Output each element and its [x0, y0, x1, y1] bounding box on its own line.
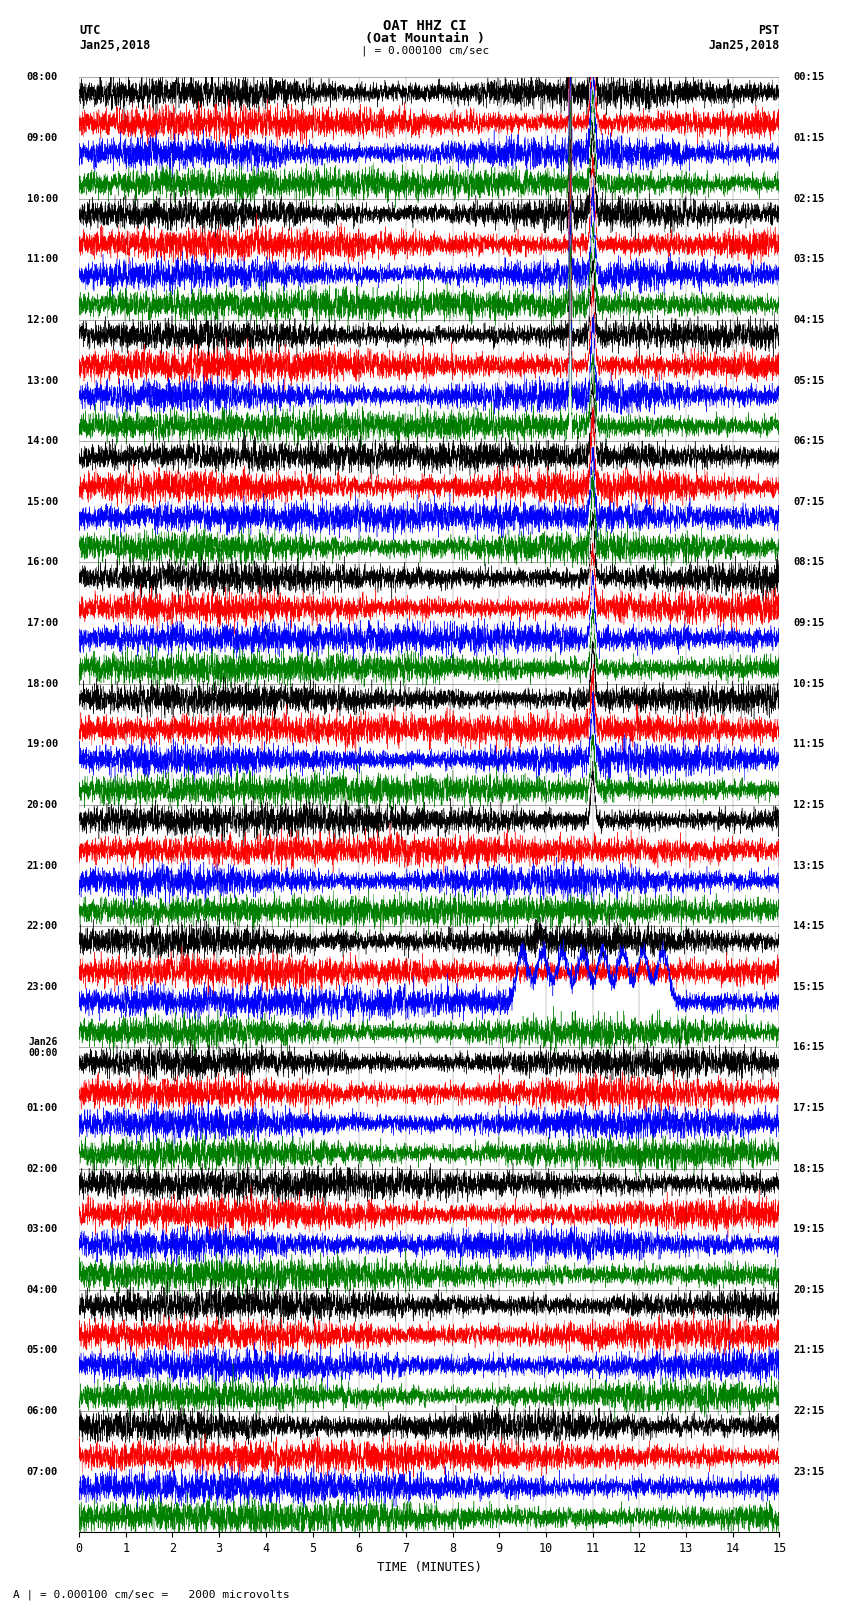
Text: 12:00: 12:00 — [27, 315, 58, 324]
Text: 01:15: 01:15 — [793, 132, 824, 144]
Text: 21:00: 21:00 — [27, 860, 58, 871]
Text: 22:15: 22:15 — [793, 1407, 824, 1416]
Text: 05:00: 05:00 — [27, 1345, 58, 1355]
Text: 19:15: 19:15 — [793, 1224, 824, 1234]
Text: 07:00: 07:00 — [27, 1466, 58, 1478]
Text: 21:15: 21:15 — [793, 1345, 824, 1355]
Text: 14:00: 14:00 — [27, 436, 58, 447]
Text: Jan25,2018: Jan25,2018 — [79, 39, 150, 52]
Text: 02:15: 02:15 — [793, 194, 824, 203]
Text: 10:00: 10:00 — [27, 194, 58, 203]
Text: 16:00: 16:00 — [27, 558, 58, 568]
Text: 13:00: 13:00 — [27, 376, 58, 386]
Text: 14:15: 14:15 — [793, 921, 824, 931]
X-axis label: TIME (MINUTES): TIME (MINUTES) — [377, 1561, 482, 1574]
Text: 23:00: 23:00 — [27, 982, 58, 992]
Text: 13:15: 13:15 — [793, 860, 824, 871]
Text: OAT HHZ CI: OAT HHZ CI — [383, 19, 467, 34]
Text: 12:15: 12:15 — [793, 800, 824, 810]
Text: 11:00: 11:00 — [27, 255, 58, 265]
Text: 06:00: 06:00 — [27, 1407, 58, 1416]
Text: 18:00: 18:00 — [27, 679, 58, 689]
Text: 22:00: 22:00 — [27, 921, 58, 931]
Text: 09:15: 09:15 — [793, 618, 824, 627]
Text: | = 0.000100 cm/sec: | = 0.000100 cm/sec — [361, 45, 489, 56]
Text: 04:15: 04:15 — [793, 315, 824, 324]
Text: 02:00: 02:00 — [27, 1163, 58, 1174]
Text: Jan26
00:00: Jan26 00:00 — [29, 1037, 58, 1058]
Text: 15:00: 15:00 — [27, 497, 58, 506]
Text: 18:15: 18:15 — [793, 1163, 824, 1174]
Text: 00:15: 00:15 — [793, 73, 824, 82]
Text: (Oat Mountain ): (Oat Mountain ) — [365, 32, 485, 45]
Text: 20:00: 20:00 — [27, 800, 58, 810]
Text: 20:15: 20:15 — [793, 1286, 824, 1295]
Text: 23:15: 23:15 — [793, 1466, 824, 1478]
Text: 08:15: 08:15 — [793, 558, 824, 568]
Text: 03:00: 03:00 — [27, 1224, 58, 1234]
Text: 05:15: 05:15 — [793, 376, 824, 386]
Text: 04:00: 04:00 — [27, 1286, 58, 1295]
Text: 06:15: 06:15 — [793, 436, 824, 447]
Text: 11:15: 11:15 — [793, 739, 824, 750]
Text: 07:15: 07:15 — [793, 497, 824, 506]
Text: Jan25,2018: Jan25,2018 — [708, 39, 779, 52]
Text: 01:00: 01:00 — [27, 1103, 58, 1113]
Text: PST: PST — [758, 24, 779, 37]
Text: 19:00: 19:00 — [27, 739, 58, 750]
Text: 10:15: 10:15 — [793, 679, 824, 689]
Text: 15:15: 15:15 — [793, 982, 824, 992]
Text: 16:15: 16:15 — [793, 1042, 824, 1052]
Text: 03:15: 03:15 — [793, 255, 824, 265]
Text: 17:00: 17:00 — [27, 618, 58, 627]
Text: 09:00: 09:00 — [27, 132, 58, 144]
Text: A | = 0.000100 cm/sec =   2000 microvolts: A | = 0.000100 cm/sec = 2000 microvolts — [13, 1589, 290, 1600]
Text: 17:15: 17:15 — [793, 1103, 824, 1113]
Text: UTC: UTC — [79, 24, 100, 37]
Text: 08:00: 08:00 — [27, 73, 58, 82]
